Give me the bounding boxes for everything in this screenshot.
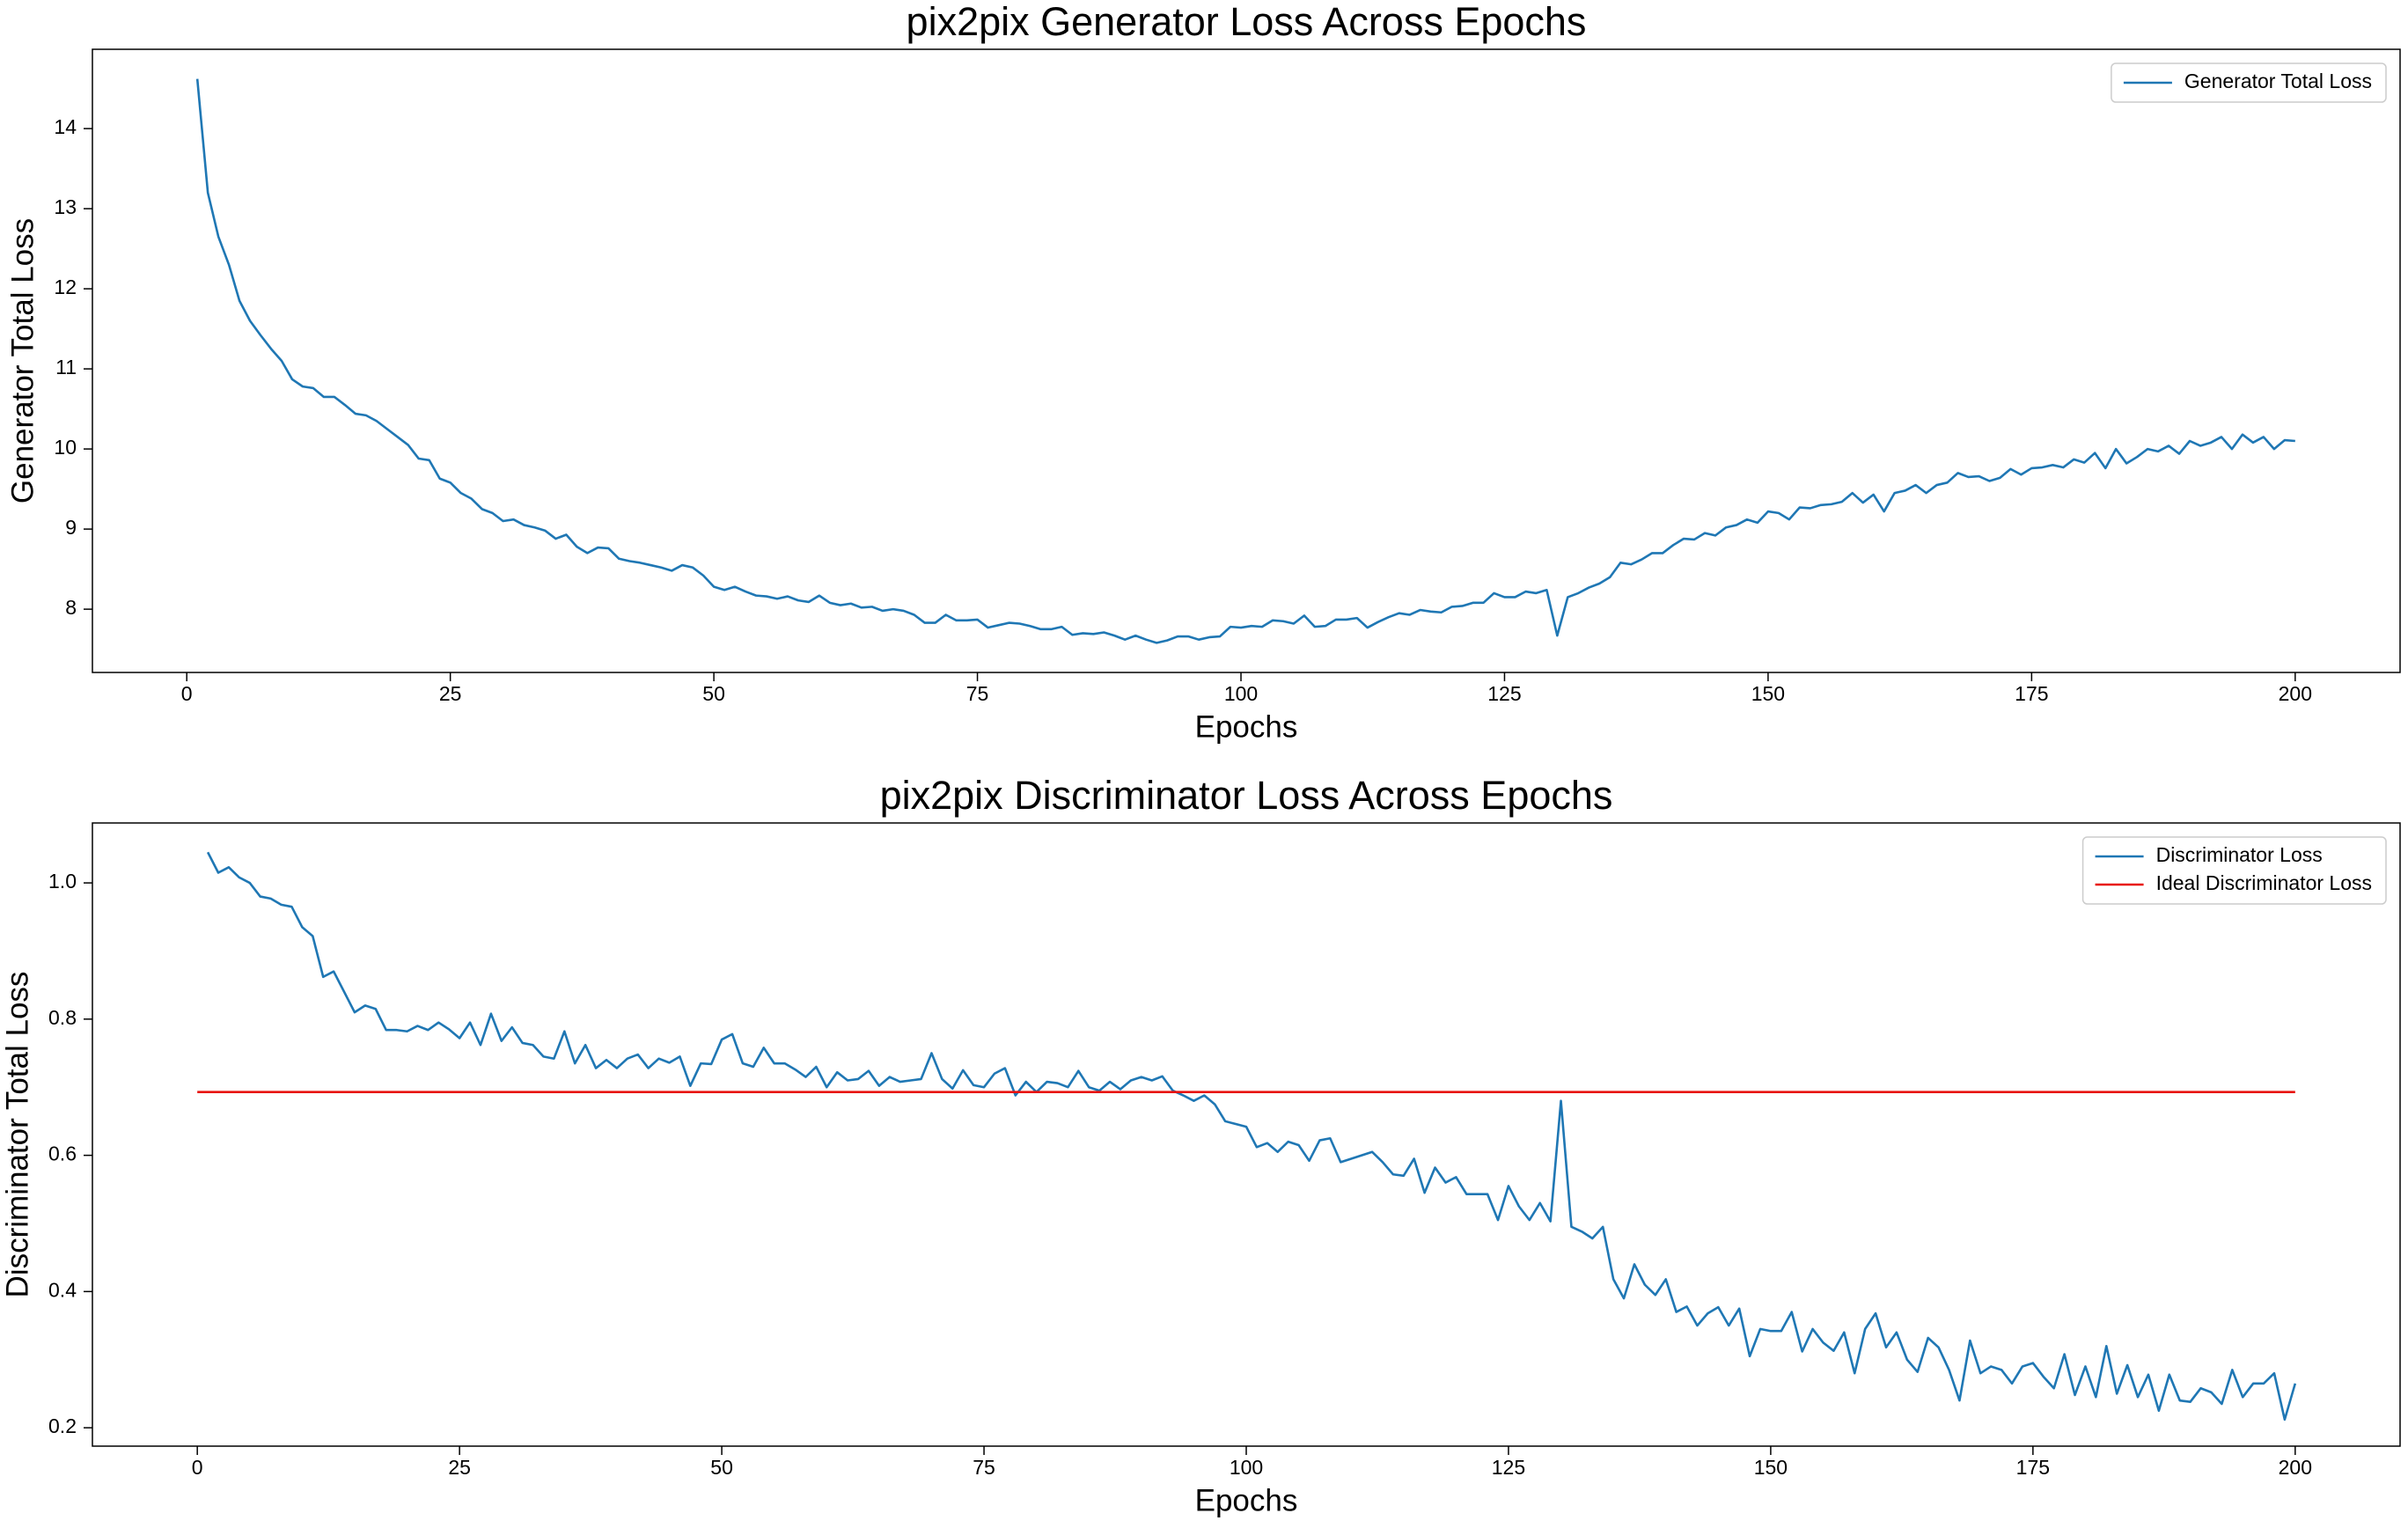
x-tick-label: 100 <box>1224 682 1258 705</box>
legend-label: Discriminator Loss <box>2156 843 2323 866</box>
legend: Discriminator Loss Ideal Discriminator Lo… <box>2081 836 2387 905</box>
y-tick-label: 0.4 <box>48 1278 77 1301</box>
x-tick-label: 75 <box>973 1456 995 1479</box>
y-tick-label: 8 <box>65 596 77 619</box>
legend-box <box>2111 62 2387 103</box>
x-axis-label: Epochs <box>1195 1483 1298 1517</box>
x-tick-label: 0 <box>192 1456 203 1479</box>
x-tick-label: 25 <box>448 1456 471 1479</box>
x-tick-label: 100 <box>1230 1456 1263 1479</box>
chart-title: pix2pix Generator Loss Across Epochs <box>907 0 1587 44</box>
legend-label: Ideal Discriminator Loss <box>2156 871 2372 894</box>
x-tick-label: 25 <box>439 682 462 705</box>
x-tick-label: 50 <box>710 1456 733 1479</box>
legend-box <box>2081 836 2387 905</box>
legend-label: Generator Total Loss <box>2184 70 2372 92</box>
plot-frame <box>92 48 2401 673</box>
x-tick-label: 125 <box>1487 682 1521 705</box>
y-tick-label: 14 <box>54 115 77 138</box>
y-tick-label: 9 <box>65 516 77 539</box>
x-axis-label: Epochs <box>1195 709 1298 744</box>
data-line <box>206 851 2297 1421</box>
x-tick-label: 150 <box>1751 682 1785 705</box>
y-tick-label: 11 <box>55 356 77 378</box>
y-tick-label: 0.6 <box>48 1142 77 1165</box>
y-tick-label: 13 <box>54 195 77 218</box>
plot-frame <box>92 822 2401 1447</box>
x-tick-label: 200 <box>2279 1456 2312 1479</box>
x-tick-label: 175 <box>2015 682 2048 705</box>
data-line <box>195 78 2295 644</box>
y-tick-label: 10 <box>54 436 77 459</box>
x-tick-label: 200 <box>2279 682 2312 705</box>
legend: Generator Total Loss <box>2111 62 2387 103</box>
y-tick-label: 12 <box>54 275 77 298</box>
y-axis-label: Generator Total Loss <box>5 218 40 503</box>
y-tick-label: 1.0 <box>48 870 77 893</box>
x-tick-label: 150 <box>1754 1456 1788 1479</box>
chart-title: pix2pix Discriminator Loss Across Epochs <box>880 773 1613 818</box>
y-tick-label: 0.2 <box>48 1414 77 1437</box>
x-tick-label: 75 <box>966 682 989 705</box>
x-tick-label: 175 <box>2016 1456 2050 1479</box>
x-tick-label: 125 <box>1492 1456 1525 1479</box>
y-axis-label: Discriminator Total Loss <box>0 972 34 1298</box>
x-tick-label: 0 <box>181 682 193 705</box>
y-tick-label: 0.8 <box>48 1006 77 1029</box>
x-tick-label: 50 <box>702 682 725 705</box>
